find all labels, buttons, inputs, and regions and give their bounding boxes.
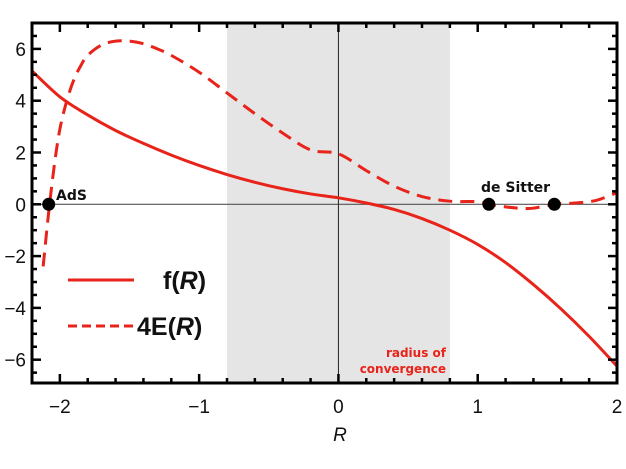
zero-axes [32,23,617,383]
x-tick-label: −2 [49,397,71,418]
y-tick-label: −2 [4,247,26,268]
plot-frame [30,21,619,385]
x-axis-title: R [333,425,347,446]
curve-f [30,69,619,368]
convergence-label-line1: radius of [386,346,447,360]
curve-4e [41,39,618,267]
frame-rect [30,21,619,385]
y-tick-label: 2 [15,143,26,164]
legend-4e-label: 4E(R) [137,313,202,341]
y-tick-label: −4 [4,299,26,320]
ads-label: AdS [56,188,87,204]
y-tick-label: 4 [15,92,26,113]
convergence-label-line2: convergence [360,362,446,376]
y-tick-label: 6 [15,40,26,61]
legend: f(R) 4E(R) [68,267,206,341]
axis-ticks: −2 −1 0 1 2 −6 −4 −2 0 2 4 6 [4,21,623,418]
de-sitter-label: de Sitter [481,180,550,196]
curves [30,39,619,368]
x-tick-label: 2 [612,397,623,418]
x-tick-label: 0 [333,397,344,418]
x-tick-label: −1 [188,397,210,418]
legend-f-label: f(R) [163,267,206,295]
point-de-sitter [482,197,496,211]
y-tick-label: −6 [4,351,26,372]
point-ads [42,197,56,211]
y-tick-label: 0 [15,195,26,216]
point-extra-2 [547,197,561,211]
marked-points [42,197,561,211]
x-tick-label: 1 [472,397,483,418]
